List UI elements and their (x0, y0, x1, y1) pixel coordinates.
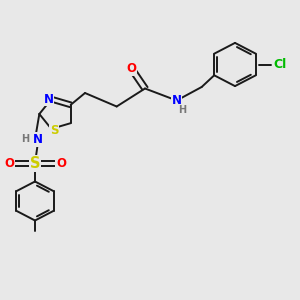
Text: N: N (44, 93, 54, 106)
Text: N: N (172, 94, 182, 107)
Text: O: O (56, 157, 66, 170)
Text: S: S (50, 124, 58, 137)
Text: O: O (4, 157, 14, 170)
Text: N: N (33, 133, 43, 146)
Text: H: H (21, 134, 29, 145)
Text: O: O (127, 62, 137, 76)
Text: H: H (178, 105, 187, 115)
Text: S: S (30, 156, 40, 171)
Text: Cl: Cl (273, 58, 286, 71)
